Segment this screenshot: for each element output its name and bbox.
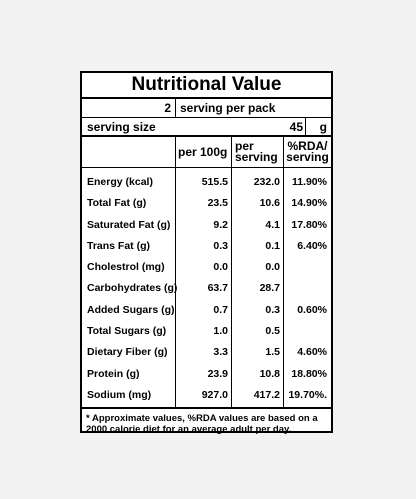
rda-header: %RDA/ serving [284, 137, 331, 168]
nutrient-name: Saturated Fat (g) [87, 218, 171, 231]
per-100g-value: 0.7 [213, 303, 228, 316]
serving-size-row: serving size 45 g [82, 118, 331, 137]
nutrient-name: Energy (kcal) [87, 176, 153, 188]
per-serving-value: 1.5 [265, 346, 280, 359]
servings-per-pack-row: 2 serving per pack [82, 99, 331, 118]
servings-per-pack-qty: 2 [82, 99, 176, 117]
rda-value [284, 321, 331, 342]
per-100g-value: 0.3 [213, 239, 228, 252]
nutrient-table: Energy (kcal) Total Fat (g) Saturated Fat … [82, 137, 331, 409]
per-serving-value: 10.8 [259, 367, 280, 380]
serving-size-value: 45 [286, 118, 306, 135]
rda-value [284, 278, 331, 299]
rda-value: 18.80% [291, 367, 327, 380]
per-100g-value: 63.7 [207, 282, 228, 295]
per-serving-header: per serving [232, 137, 283, 168]
per-serving-value: 0.3 [265, 303, 280, 316]
rda-value: 0.60% [297, 303, 327, 316]
per-100g-value: 23.9 [207, 367, 228, 380]
rda-header-line1: %RDA/ [287, 139, 328, 153]
per-serving-header-line2: serving [235, 150, 278, 164]
per-100g-value: 0.0 [213, 261, 228, 274]
nutrient-name: Protein (g) [87, 367, 140, 380]
nutrition-label: Nutritional Value 2 serving per pack ser… [80, 71, 333, 435]
servings-per-pack-label: serving per pack [180, 101, 276, 115]
serving-size-unit: g [319, 120, 327, 134]
nutrient-name: Added Sugars (g) [87, 303, 175, 316]
per-serving-header-line1: per [235, 139, 254, 153]
serving-size-label: serving size [87, 120, 156, 134]
rda-value: 4.60% [297, 346, 327, 359]
per-100g-value: 927.0 [201, 388, 228, 401]
rda-column: %RDA/ serving 11.90% 14.90% 17.80% 6.40% 0.6… [284, 137, 331, 407]
per-serving-value: 10.6 [259, 197, 280, 210]
nutrient-name-column: Energy (kcal) Total Fat (g) Saturated Fat … [82, 137, 178, 407]
per-serving-value: 0.0 [265, 261, 280, 274]
nutrient-name-header [82, 137, 175, 168]
rda-value: 6.40% [297, 239, 327, 252]
rda-value [284, 257, 331, 278]
per-serving-value: 4.1 [265, 218, 280, 231]
nutrient-name: Trans Fat (g) [87, 239, 151, 252]
per-serving-value: 28.7 [259, 282, 280, 295]
rda-value: 14.90% [291, 197, 327, 210]
label-title: Nutritional Value [82, 73, 331, 99]
nutrient-name: Cholestrol (mg) [87, 261, 165, 274]
nutrient-name: Carbohydrates (g) [87, 282, 178, 295]
per-100g-header: per 100g [176, 137, 231, 168]
nutrient-name: Dietary Fiber (g) [87, 346, 168, 359]
rda-value: 11.90% [291, 176, 327, 188]
rda-value: 17.80% [291, 218, 327, 231]
per-100g-value: 1.0 [213, 325, 228, 338]
per-serving-value: 417.2 [253, 388, 280, 401]
per-100g-value: 3.3 [213, 346, 228, 359]
per-serving-value: 232.0 [253, 176, 280, 188]
per-100g-value: 9.2 [213, 218, 228, 231]
rda-value: 19.70%. [288, 388, 327, 401]
per-100g-column: per 100g 515.5 23.5 9.2 0.3 0.0 63.7 0.7 1.0 3.3… [176, 137, 232, 407]
per-serving-value: 0.5 [265, 325, 280, 338]
per-100g-value: 515.5 [201, 176, 228, 188]
footnote: * Approximate values, %RDA values are ba… [86, 413, 318, 435]
per-serving-column: per serving 232.0 10.6 4.1 0.1 0.0 28.7 0.3 0.5… [232, 137, 284, 407]
nutrient-name: Sodium (mg) [87, 388, 152, 401]
per-serving-value: 0.1 [265, 239, 280, 252]
rda-header-line2: serving [286, 150, 329, 164]
nutrient-name: Total Sugars (g) [87, 325, 167, 338]
per-100g-value: 23.5 [207, 197, 228, 210]
nutrient-name: Total Fat (g) [87, 197, 147, 210]
